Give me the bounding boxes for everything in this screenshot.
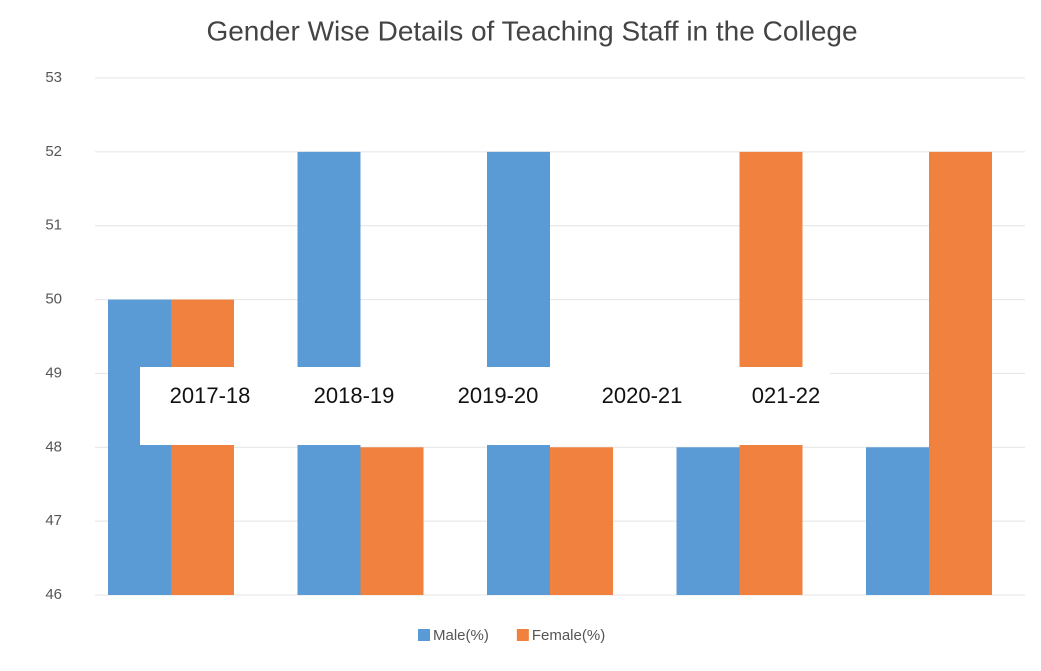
x-tick-label: 2020-21	[602, 383, 683, 408]
legend-swatch	[418, 629, 430, 641]
y-tick-label: 49	[45, 364, 62, 381]
y-tick-label: 46	[45, 586, 62, 603]
y-tick-label: 48	[45, 438, 62, 455]
bar	[108, 299, 171, 595]
x-tick-label: 021-22	[752, 383, 821, 408]
bar	[171, 299, 234, 595]
x-tick-label: 2018-19	[314, 383, 395, 408]
y-tick-label: 51	[45, 217, 62, 234]
y-tick-label: 53	[45, 69, 62, 86]
legend-label: Male(%)	[433, 627, 489, 644]
x-tick-label: 2017-18	[170, 383, 251, 408]
bar	[550, 447, 613, 595]
chart-title: Gender Wise Details of Teaching Staff in…	[206, 15, 857, 46]
y-tick-label: 50	[45, 291, 62, 308]
label-band	[140, 367, 830, 445]
legend-label: Female(%)	[532, 627, 605, 644]
bar	[929, 151, 992, 595]
y-tick-label: 52	[45, 143, 62, 160]
x-tick-label: 2019-20	[458, 383, 539, 408]
bar	[676, 447, 740, 595]
y-tick-label: 47	[45, 512, 62, 529]
bar	[866, 447, 929, 595]
legend-swatch	[516, 629, 529, 641]
bar	[360, 447, 424, 595]
